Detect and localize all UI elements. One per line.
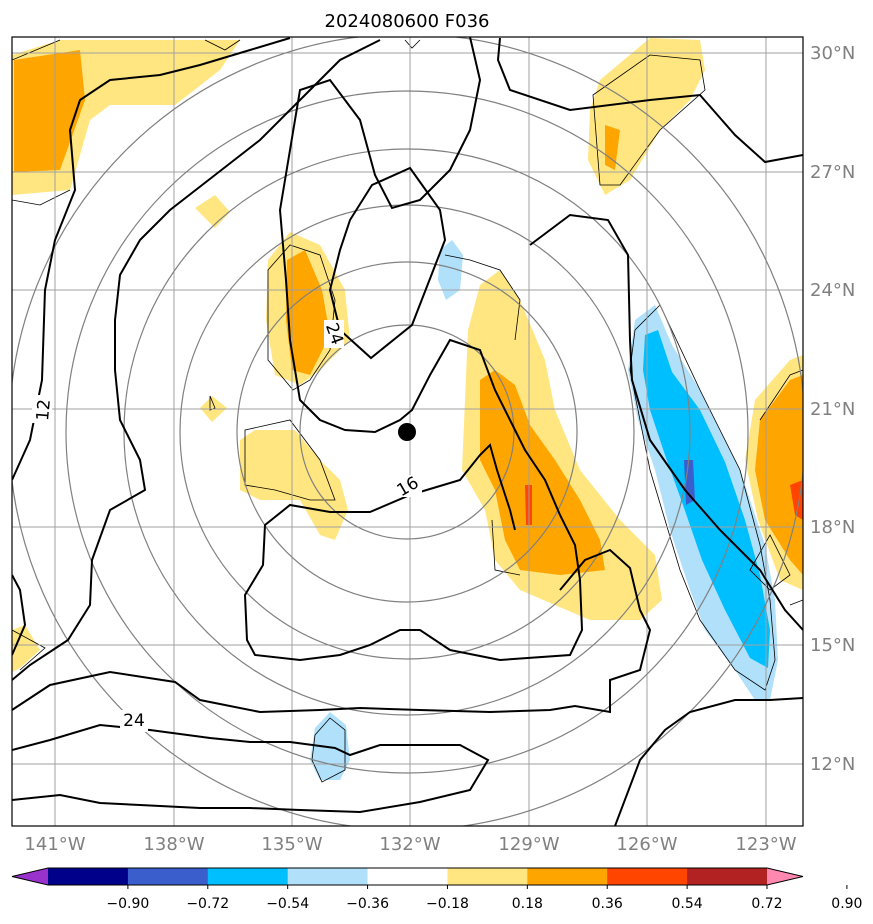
lon-label: 132°W (379, 834, 440, 855)
colorbar-swatch (367, 868, 448, 885)
lat-label: 30°N (810, 43, 855, 64)
colorbar-tick-label: 0.72 (751, 896, 782, 912)
lon-label: 141°W (24, 834, 85, 855)
colorbar-tick-label: 0.54 (672, 896, 703, 912)
colorbar-tick-label: 0.90 (831, 896, 862, 912)
colorbar-swatch (287, 868, 369, 885)
colorbar-swatch (48, 868, 129, 885)
contour-labels: 12 16 24 24 (32, 320, 422, 732)
colorbar-swatch (127, 868, 209, 885)
colorbar-tick-label: −0.54 (266, 896, 309, 912)
colorbar-tick-label: 0.18 (512, 896, 543, 912)
colorbar-swatch (207, 868, 289, 885)
colorbar-extend-low (12, 868, 48, 885)
colorbar-swatch (527, 868, 608, 885)
longitude-labels: 141°W 138°W 135°W 132°W 129°W 126°W 123°… (24, 834, 796, 855)
colorbar-swatch (447, 868, 528, 885)
colorbar-swatch (607, 868, 688, 885)
map-title: 2024080600 F036 (325, 11, 490, 32)
lon-label: 135°W (261, 834, 322, 855)
lat-label: 12°N (810, 754, 855, 775)
colorbar-outline (11, 867, 804, 886)
range-rings (12, 37, 803, 826)
colorbar-tick-label: −0.90 (106, 896, 149, 912)
lon-label: 126°W (616, 834, 677, 855)
colorbar-tick-label: −0.36 (346, 896, 389, 912)
lat-label: 15°N (810, 635, 855, 656)
lon-label: 129°W (498, 834, 559, 855)
lat-label: 18°N (810, 517, 855, 538)
lat-label: 24°N (810, 280, 855, 301)
colorbar-tick-label: 0.36 (592, 896, 623, 912)
colorbar: −0.90 −0.72 −0.54 −0.36 −0.18 0.18 0.36 0.54 0.7… (11, 867, 862, 912)
storm-center-marker (398, 423, 416, 441)
contour-label-24-south: 24 (123, 711, 145, 731)
lat-label: 27°N (810, 162, 855, 183)
plot-frame (11, 36, 804, 827)
latitude-labels: 30°N 27°N 24°N 21°N 18°N 15°N 12°N (810, 43, 855, 775)
lat-label: 21°N (810, 399, 855, 420)
lon-label: 123°W (735, 834, 796, 855)
colorbar-swatch (687, 868, 768, 885)
plot-area: 12 16 24 24 (12, 37, 803, 826)
lon-label: 138°W (143, 834, 204, 855)
colorbar-extend-high (767, 868, 803, 885)
contour-label-12: 12 (33, 398, 55, 421)
colorbar-tick-label: −0.72 (186, 896, 229, 912)
colorbar-tick-label: −0.18 (426, 896, 469, 912)
